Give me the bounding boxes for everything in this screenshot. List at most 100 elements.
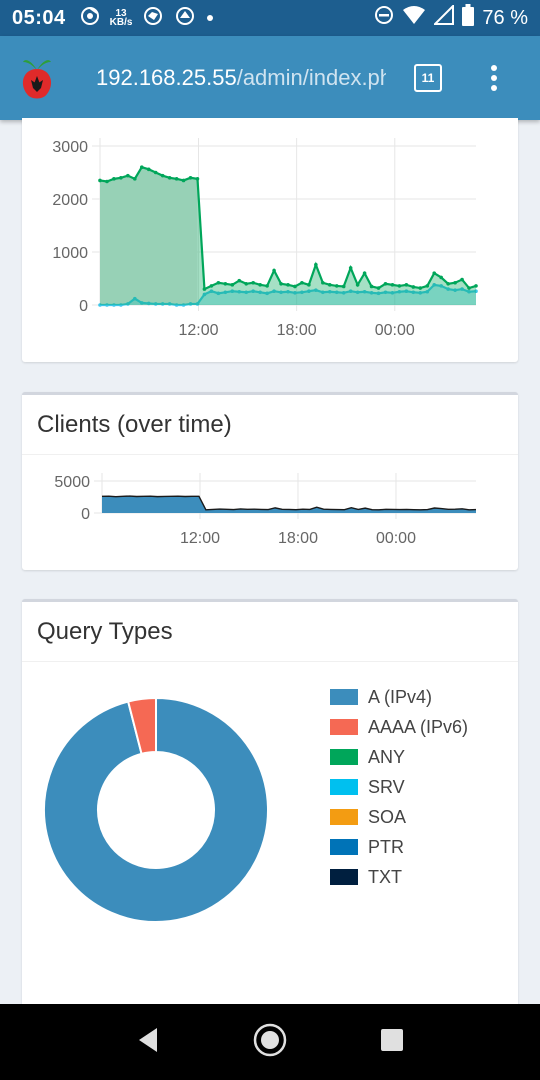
battery-icon <box>462 4 475 32</box>
series-point <box>376 286 381 290</box>
clients-header: Clients (over time) <box>22 395 518 455</box>
series-point <box>327 283 332 287</box>
legend-swatch <box>330 749 358 765</box>
legend-item[interactable]: PTR <box>330 832 468 862</box>
series-point <box>251 280 255 285</box>
series-point <box>98 178 102 183</box>
series-point <box>327 289 332 294</box>
series-point <box>195 302 200 306</box>
query-types-donut-chart <box>43 696 269 923</box>
series-point <box>321 280 325 285</box>
series-point <box>153 302 158 306</box>
series-point <box>314 262 318 267</box>
legend-item[interactable]: SOA <box>330 802 468 832</box>
series-point <box>293 291 297 295</box>
tab-switcher-button[interactable]: 11 <box>414 64 442 92</box>
series-point <box>167 302 172 306</box>
series-point <box>216 280 221 285</box>
series-point <box>467 289 471 294</box>
x-tick-label: 18:00 <box>278 530 318 547</box>
legend-item[interactable]: TXT <box>330 862 468 892</box>
pihole-logo-icon[interactable] <box>8 48 66 108</box>
pie-slice[interactable] <box>43 696 269 923</box>
series-point <box>293 284 297 289</box>
series-point <box>209 289 214 294</box>
series-area <box>100 284 476 305</box>
series-point <box>279 290 283 295</box>
speed-unit: KB/s <box>109 17 133 28</box>
address-bar[interactable]: 192.168.25.55/admin/index.php <box>96 65 386 91</box>
overflow-menu-button[interactable] <box>484 63 504 93</box>
speed-value: 13 <box>115 8 127 19</box>
queries-over-time-card: 3000 2000 1000 0 12:00 18:00 00:00 <box>22 118 518 362</box>
legend-item[interactable]: ANY <box>330 742 468 772</box>
series-point <box>209 284 214 288</box>
legend-label: ANY <box>368 746 406 767</box>
series-point <box>105 303 109 307</box>
status-time: 05:04 <box>12 6 66 29</box>
series-point <box>425 284 430 288</box>
home-icon[interactable] <box>252 1022 288 1063</box>
series-point <box>446 287 450 291</box>
query-types-card: Query Types A (IPv4) AAAA (IPv6) ANY SRV SOA… <box>22 599 518 1019</box>
series-point <box>139 165 144 169</box>
series-point <box>112 177 116 181</box>
series-point <box>216 291 221 296</box>
browser-toolbar: 192.168.25.55/admin/index.php 11 <box>0 36 540 120</box>
series-point <box>265 291 269 296</box>
app-notification-icon <box>142 5 164 32</box>
query-types-title: Query Types <box>37 617 173 645</box>
more-notifications-dot-icon <box>206 9 214 27</box>
legend-item[interactable]: SRV <box>330 772 468 802</box>
legend-label: PTR <box>368 836 404 857</box>
legend-label: TXT <box>368 866 402 887</box>
series-point <box>418 291 423 295</box>
legend-item[interactable]: A (IPv4) <box>330 682 468 712</box>
series-point <box>474 289 478 294</box>
series-point <box>383 282 388 286</box>
legend-label: AAAA (IPv6) <box>368 716 469 737</box>
network-speed: 13 KB/s <box>109 8 133 28</box>
series-point <box>133 177 137 181</box>
series-point <box>146 167 151 172</box>
legend-swatch <box>330 809 358 825</box>
series-point <box>279 282 283 286</box>
series-point <box>307 283 311 287</box>
y-tick-label: 0 <box>79 298 88 315</box>
series-point <box>341 291 346 295</box>
legend-label: SOA <box>368 806 407 827</box>
series-point <box>237 278 242 283</box>
pie-slice[interactable] <box>126 696 157 756</box>
series-point <box>160 302 165 306</box>
series-point <box>418 286 423 290</box>
series-point <box>119 176 123 180</box>
series-point <box>348 266 353 270</box>
wifi-icon <box>402 5 426 31</box>
legend-item[interactable]: AAAA (IPv6) <box>330 712 468 742</box>
series-point <box>334 290 339 295</box>
x-tick-label: 00:00 <box>375 322 415 339</box>
shaded-area <box>100 167 198 305</box>
y-tick-label: 5000 <box>54 474 90 491</box>
recents-icon[interactable] <box>379 1027 405 1058</box>
series-point <box>195 177 200 181</box>
series-point <box>334 284 339 288</box>
series-point <box>133 296 137 301</box>
series-point <box>460 287 464 291</box>
queries-over-time-chart: 3000 2000 1000 0 12:00 18:00 00:00 <box>52 138 478 339</box>
series-point <box>453 280 457 285</box>
series-line <box>101 495 477 511</box>
series-point <box>223 290 228 295</box>
series-point <box>341 284 346 289</box>
cell-signal-icon <box>432 3 455 31</box>
series-point <box>244 290 249 295</box>
query-types-header: Query Types <box>22 602 518 662</box>
series-point <box>265 284 269 288</box>
series-point <box>112 303 116 307</box>
series-point <box>314 288 318 292</box>
series-point <box>432 271 437 275</box>
back-icon[interactable] <box>135 1026 161 1059</box>
y-tick-label: 2000 <box>52 192 88 209</box>
series-point <box>181 303 186 307</box>
series-point <box>300 280 304 285</box>
